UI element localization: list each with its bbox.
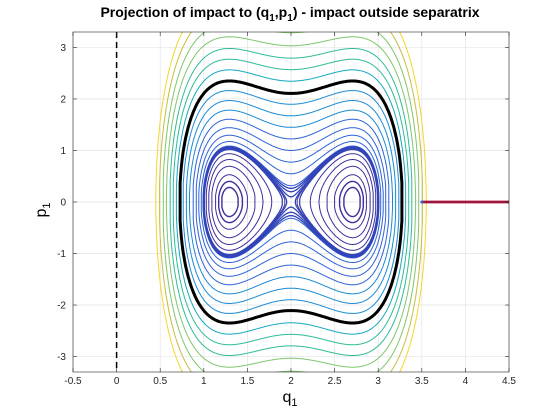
energy-contour-line bbox=[198, 134, 384, 270]
x-tick-label: 1.5 bbox=[240, 376, 254, 387]
x-tick-label: -0.5 bbox=[64, 376, 82, 387]
energy-contour-line bbox=[169, 48, 413, 356]
y-axis-label: p1 bbox=[33, 202, 53, 217]
y-tick-label: 0 bbox=[60, 198, 66, 209]
energy-contour-line bbox=[175, 69, 407, 335]
near-separatrix-orbit bbox=[202, 146, 380, 258]
x-axis-label: q1 bbox=[282, 389, 297, 409]
energy-contour-line bbox=[208, 159, 374, 245]
y-tick-label: -1 bbox=[57, 249, 66, 260]
energy-contour-line bbox=[185, 100, 397, 304]
energy-contour-line bbox=[211, 165, 371, 239]
plot-area: -0.5 0 0.5 1 1.5 2 2.5 3 3.5 4 4.5 -3 -2 -1 0 1 2 3 bbox=[57, 31, 516, 387]
energy-contour-line bbox=[162, 32, 420, 372]
x-tick-label: 2.5 bbox=[328, 376, 342, 387]
impact-point bbox=[420, 200, 424, 204]
x-tick-label: 0 bbox=[114, 376, 120, 387]
x-tick-label: 3.5 bbox=[415, 376, 429, 387]
x-tick-label: 4 bbox=[463, 376, 469, 387]
energy-contour-line bbox=[165, 36, 417, 368]
x-tick-label: 0.5 bbox=[153, 376, 167, 387]
y-tick-label: 1 bbox=[60, 146, 66, 157]
energy-contour-line bbox=[200, 141, 382, 263]
energy-contour-line bbox=[192, 118, 390, 286]
well-orbit bbox=[218, 180, 364, 224]
energy-contour-line bbox=[189, 109, 393, 295]
overlay-layer bbox=[115, 32, 509, 372]
y-tick-label: 3 bbox=[60, 43, 66, 54]
well-orbit bbox=[221, 186, 361, 218]
x-tick-label: 3 bbox=[375, 376, 381, 387]
x-tick-label: 1 bbox=[201, 376, 207, 387]
energy-contour-line bbox=[172, 58, 410, 346]
y-tick-label: -3 bbox=[57, 352, 66, 363]
energy-contour-line bbox=[205, 153, 377, 251]
energy-contour-line bbox=[159, 32, 423, 372]
energy-contour-line bbox=[182, 90, 400, 314]
chart-title: Projection of impact to (q1,p1) - impact… bbox=[100, 4, 479, 24]
x-tick-label: 4.5 bbox=[502, 376, 516, 387]
energy-contour-line bbox=[215, 174, 367, 230]
axis-ticks: -0.5 0 0.5 1 1.5 2 2.5 3 3.5 4 4.5 -3 -2 -1 0 1 2 3 bbox=[57, 32, 516, 387]
y-tick-label: -2 bbox=[57, 301, 66, 312]
energy-contour-line bbox=[195, 127, 387, 277]
energy-contours bbox=[155, 32, 427, 372]
y-tick-label: 2 bbox=[60, 94, 66, 105]
x-tick-label: 2 bbox=[288, 376, 294, 387]
energy-contour-line bbox=[155, 32, 427, 372]
separatrix-orbit bbox=[178, 79, 404, 325]
separatrix-layer bbox=[178, 79, 404, 325]
